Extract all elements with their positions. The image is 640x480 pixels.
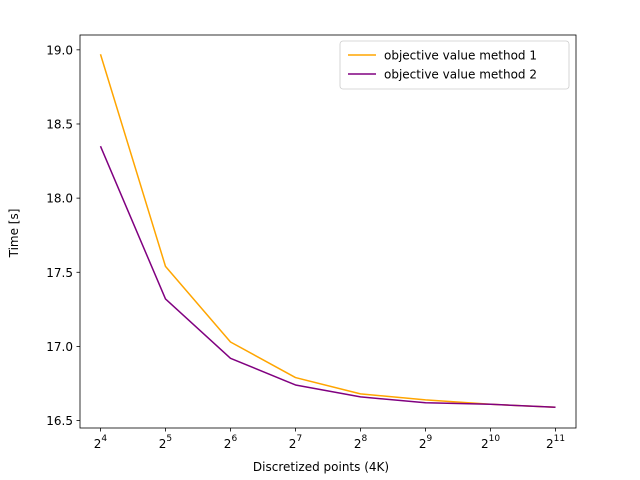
x-tick-label: 2 10 <box>481 434 500 451</box>
x-tick-exponent: 7 <box>296 434 302 444</box>
x-tick-exponent: 10 <box>489 434 501 444</box>
x-tick-label: 2 11 <box>546 434 565 451</box>
legend-label-1: objective value method 1 <box>384 49 537 63</box>
y-tick-label: 17.0 <box>46 340 73 354</box>
x-tick-exponent: 4 <box>101 434 107 444</box>
plot-area <box>80 35 576 428</box>
x-tick-base: 2 <box>224 437 232 451</box>
x-tick-exponent: 6 <box>231 434 237 444</box>
plot-background <box>80 35 576 428</box>
x-tick-base: 2 <box>419 437 427 451</box>
x-axis-label: Discretized points (4K) <box>253 460 389 474</box>
legend-label-2: objective value method 2 <box>384 68 537 82</box>
series-layer <box>99 54 556 408</box>
x-tick-exponent: 8 <box>361 434 367 444</box>
x-tick-exponent: 5 <box>166 434 172 444</box>
axes-frame <box>79 34 577 429</box>
x-tick-base: 2 <box>481 437 489 451</box>
x-tick-exponent: 11 <box>554 434 565 444</box>
x-tick-base: 2 <box>159 437 167 451</box>
y-axis-label: Time [s] <box>7 209 21 259</box>
y-tick-label: 19.0 <box>46 43 73 57</box>
legend-box <box>339 40 570 90</box>
y-tick-label: 16.5 <box>46 414 73 428</box>
x-tick-base: 2 <box>546 437 554 451</box>
y-tick-label: 18.5 <box>46 117 73 131</box>
x-tick-base: 2 <box>354 437 362 451</box>
legend: objective value method 1 objective value … <box>339 40 570 90</box>
x-tick-base: 2 <box>289 437 297 451</box>
x-tick-base: 2 <box>94 437 102 451</box>
y-tick-label: 18.0 <box>46 192 73 206</box>
series-line-2 <box>99 145 556 408</box>
x-tick-exponent: 9 <box>426 434 432 444</box>
axes-layer: 2 4 2 5 2 6 2 7 2 8 2 9 2 10 2 1116.517.017.518.018.519… <box>46 34 577 451</box>
y-tick-label: 17.5 <box>46 266 73 280</box>
